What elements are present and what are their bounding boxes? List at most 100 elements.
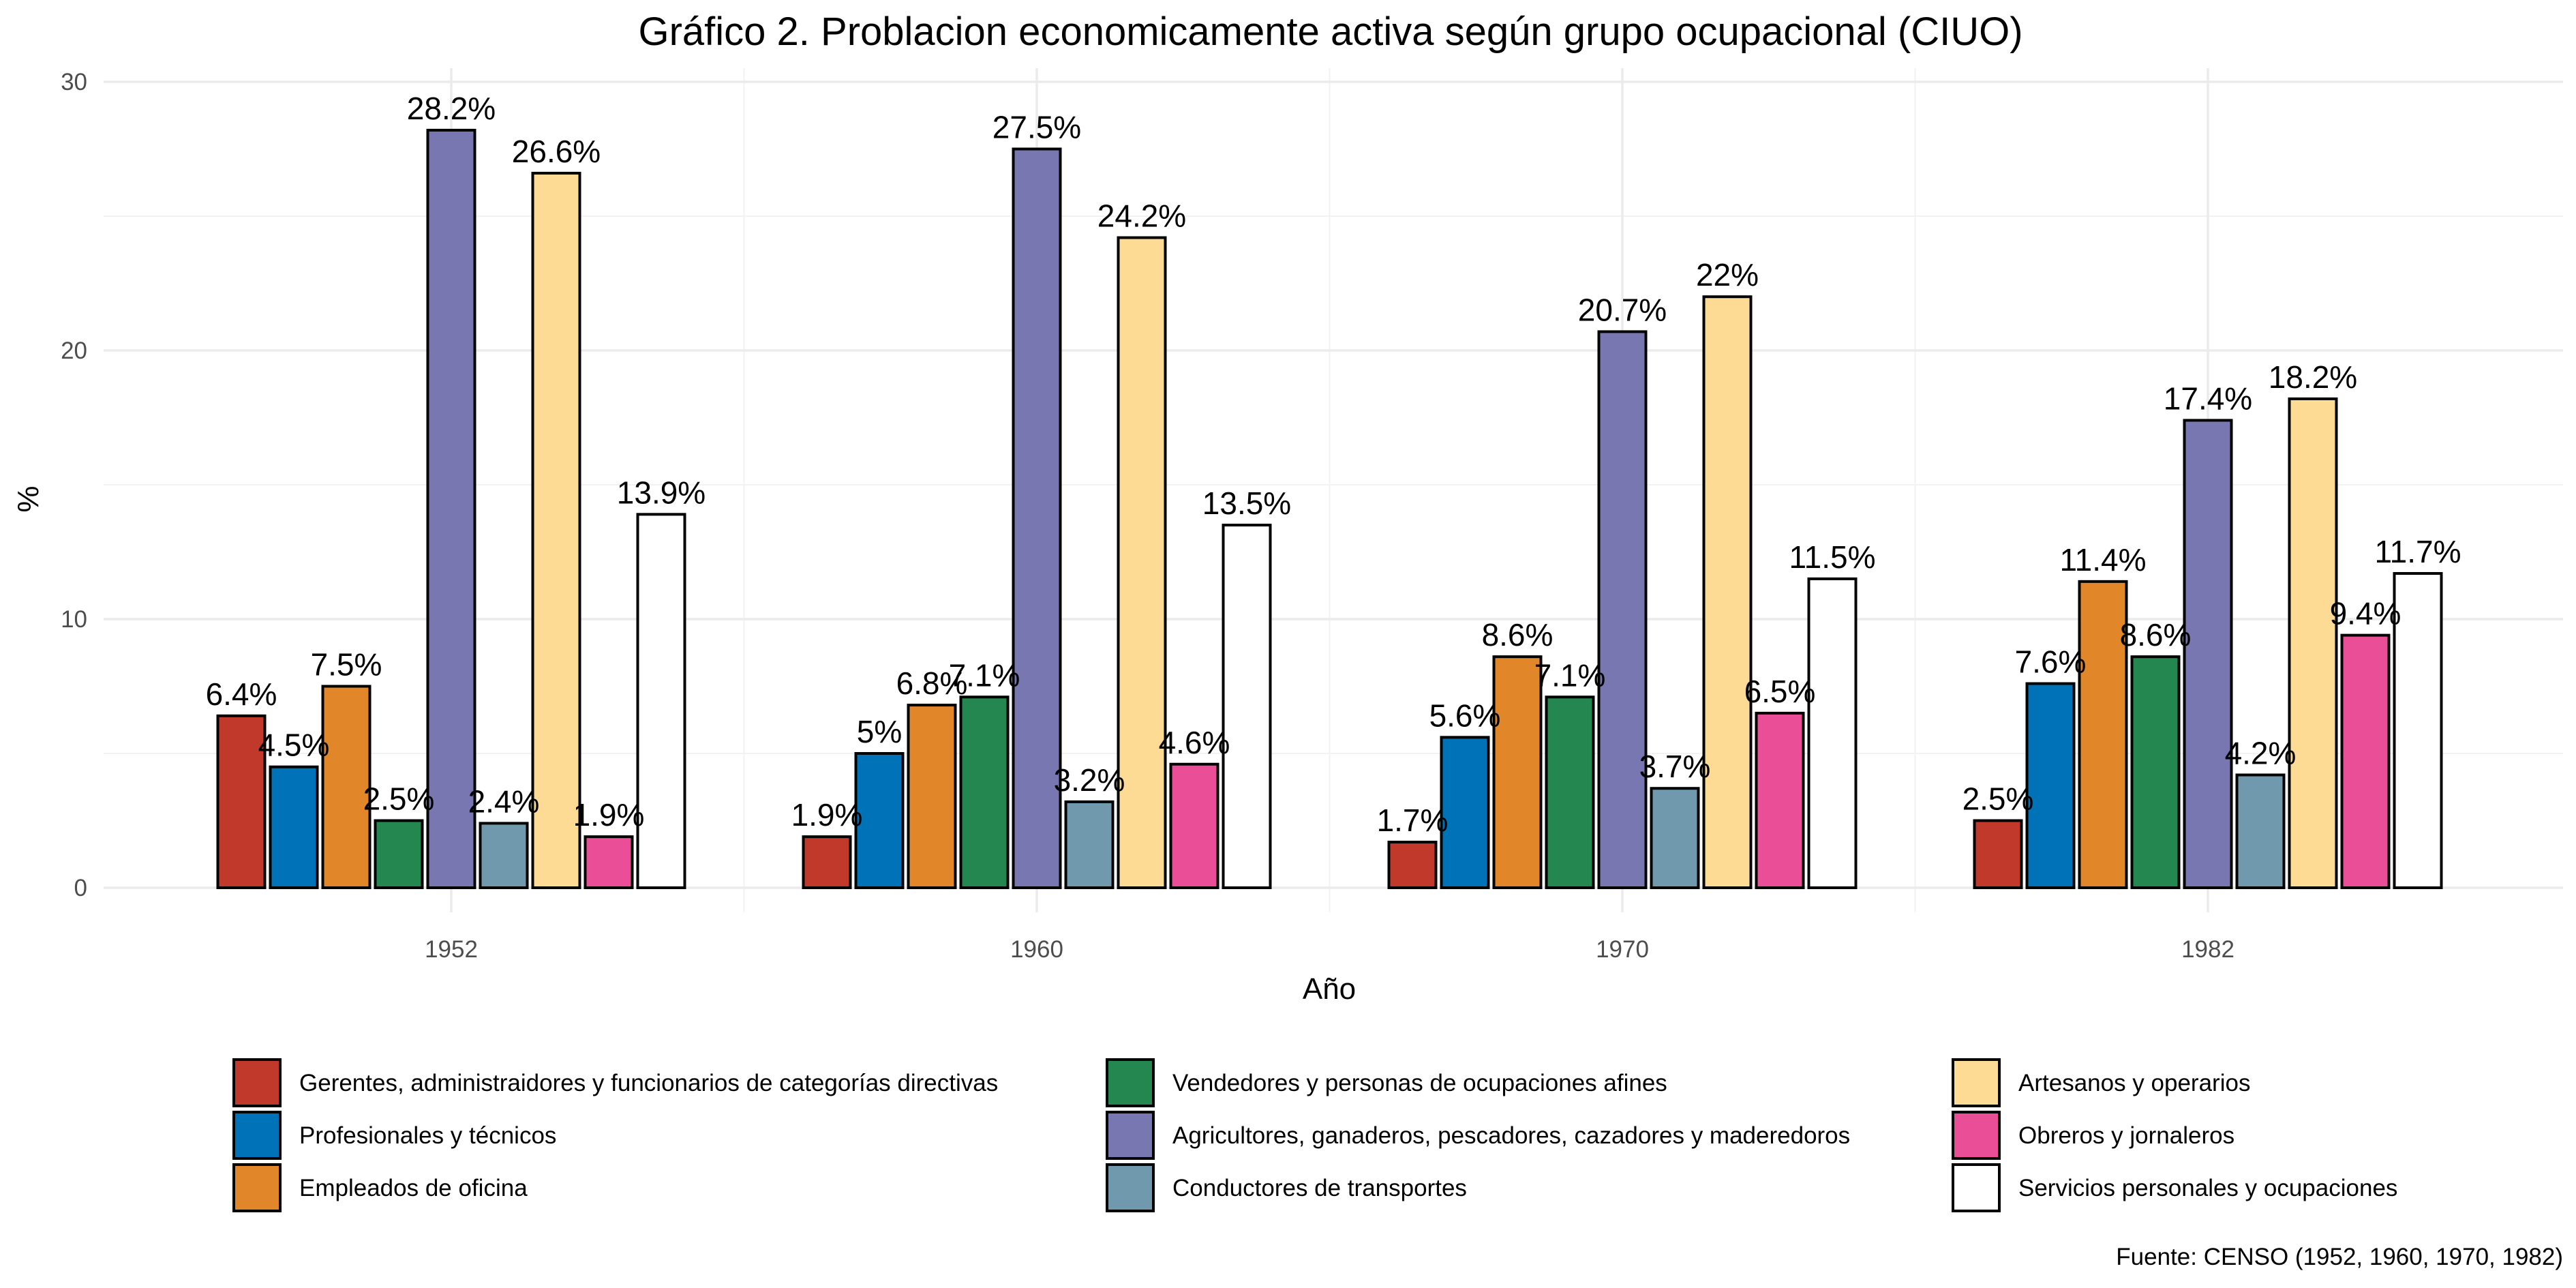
bar-value-label: 27.5% xyxy=(992,110,1081,145)
y-axis-title: % xyxy=(12,485,45,512)
bar xyxy=(959,695,1010,889)
legend-label: Servicios personales y ocupaciones xyxy=(2018,1175,2397,1201)
bar-value-label: 7.1% xyxy=(1534,657,1606,693)
bar-value-label: 8.6% xyxy=(1482,617,1554,653)
bar xyxy=(2393,572,2443,890)
bar xyxy=(1440,736,1490,889)
bar xyxy=(2130,655,2181,889)
bar xyxy=(321,685,372,889)
legend-swatch xyxy=(1952,1163,2001,1212)
bar-value-label: 11.4% xyxy=(2059,542,2146,578)
chart-title: Gráfico 2. Problacion economicamente act… xyxy=(638,10,2022,54)
legend-swatch xyxy=(232,1058,282,1107)
bar-value-label: 3.2% xyxy=(1054,762,1125,798)
x-tick-label: 1970 xyxy=(1596,936,1649,963)
x-tick-label: 1952 xyxy=(425,936,478,963)
legend-swatch xyxy=(232,1111,282,1160)
bar-value-label: 28.2% xyxy=(407,91,496,126)
legend: Gerentes, administraidores y funcionario… xyxy=(232,1058,2397,1212)
bar-value-label: 3.7% xyxy=(1639,749,1711,784)
legend-swatch xyxy=(1952,1111,2001,1160)
bar xyxy=(216,714,267,889)
bar-value-label: 5% xyxy=(857,714,902,749)
bar-value-label: 6.4% xyxy=(206,676,277,712)
bar xyxy=(269,765,319,889)
bar-value-label: 1.9% xyxy=(573,797,645,833)
bar-value-label: 1.9% xyxy=(791,797,863,833)
legend-swatch xyxy=(1106,1058,1155,1107)
bar xyxy=(1492,655,1543,889)
bar xyxy=(802,835,852,890)
bar xyxy=(1702,295,1753,889)
bar-value-label: 7.5% xyxy=(311,647,382,683)
bar xyxy=(584,835,634,890)
y-tick-label: 30 xyxy=(61,69,87,95)
bar-value-label: 11.5% xyxy=(1789,539,1875,575)
legend-label: Profesionales y técnicos xyxy=(299,1122,556,1149)
bar-value-label: 4.5% xyxy=(258,728,330,763)
x-axis-title: Año xyxy=(1303,972,1356,1006)
bar-value-label: 26.6% xyxy=(512,134,601,169)
bar xyxy=(1117,236,1167,889)
legend-label: Conductores de transportes xyxy=(1172,1175,1467,1201)
bar-value-label: 17.4% xyxy=(2164,380,2252,416)
legend-swatch xyxy=(1952,1058,2001,1107)
bar xyxy=(2235,773,2286,890)
bar-value-label: 18.2% xyxy=(2269,359,2357,395)
source-caption: Fuente: CENSO (1952, 1960, 1970, 1982) xyxy=(2116,1244,2563,1270)
bar xyxy=(531,171,581,890)
bar xyxy=(479,822,529,889)
bar xyxy=(1973,819,2023,889)
bar-value-label: 4.6% xyxy=(1159,725,1230,760)
bar xyxy=(426,128,476,889)
x-tick-label: 1960 xyxy=(1010,936,1063,963)
bar xyxy=(374,819,424,889)
y-axis-ticks: 0 10 20 30 xyxy=(61,69,87,901)
bar-value-label: 13.9% xyxy=(617,475,706,510)
bar-value-label: 11.7% xyxy=(2374,534,2461,569)
bar-value-label: 24.2% xyxy=(1097,198,1186,234)
bar-value-label: 6.5% xyxy=(1744,674,1816,709)
bar xyxy=(854,752,905,889)
y-tick-label: 20 xyxy=(61,338,87,364)
bar xyxy=(2025,682,2076,889)
x-axis-ticks: 1952 1960 1970 1982 xyxy=(425,936,2234,963)
legend-label: Agricultores, ganaderos, pescadores, caz… xyxy=(1172,1122,1850,1149)
bar xyxy=(1222,524,1272,889)
bar-value-label: 13.5% xyxy=(1202,485,1291,521)
bar xyxy=(636,513,686,889)
legend-label: Obreros y jornaleros xyxy=(2018,1122,2234,1149)
legend-label: Gerentes, administraidores y funcionario… xyxy=(299,1070,998,1096)
bar-value-label: 7.6% xyxy=(2015,644,2087,680)
bar xyxy=(1597,330,1648,890)
bar-value-label: 2.5% xyxy=(1963,781,2034,817)
legend-label: Empleados de oficina xyxy=(299,1175,528,1201)
legend-label: Artesanos y operarios xyxy=(2018,1070,2250,1096)
legend-swatch xyxy=(1106,1111,1155,1160)
legend-swatch xyxy=(1106,1163,1155,1212)
bars xyxy=(216,128,2443,890)
bar xyxy=(2078,580,2128,890)
bar-value-label: 22% xyxy=(1696,257,1759,293)
bar-value-label: 9.4% xyxy=(2330,596,2401,631)
bar xyxy=(2183,419,2233,889)
bar xyxy=(2340,633,2391,889)
bar xyxy=(1169,762,1219,890)
bar-value-label: 6.8% xyxy=(896,665,968,701)
bar-labels: 6.4% 1.9% 1.7% 2.5% 4.5% 5% 5.6% 7.6% 7.5% 6.8% 8.… xyxy=(206,91,2461,838)
bar-value-label: 7.1% xyxy=(949,657,1020,693)
bar xyxy=(1807,577,1858,890)
bar xyxy=(1064,800,1115,890)
bar xyxy=(907,704,957,889)
legend-swatch xyxy=(232,1163,282,1212)
y-tick-label: 0 xyxy=(74,875,87,901)
legend-label: Vendedores y personas de ocupaciones afi… xyxy=(1172,1070,1667,1096)
bar-value-label: 4.2% xyxy=(2225,736,2297,771)
bar xyxy=(1650,787,1700,889)
bar xyxy=(1545,695,1595,889)
bar-value-label: 8.6% xyxy=(2120,617,2192,653)
bar xyxy=(1012,147,1062,889)
bar-value-label: 2.4% xyxy=(468,783,540,819)
bar xyxy=(2288,397,2338,889)
